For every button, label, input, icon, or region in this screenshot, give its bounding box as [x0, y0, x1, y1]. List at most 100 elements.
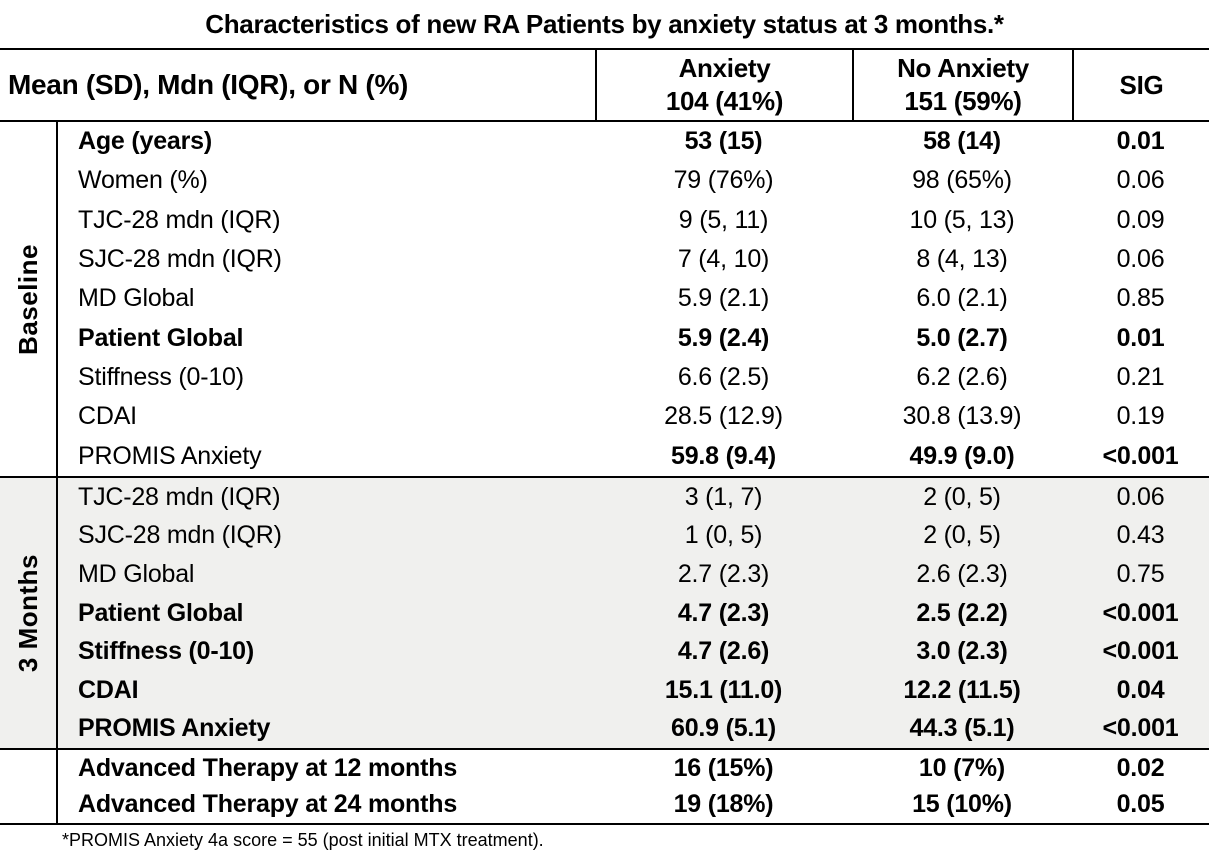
row-label: Women (%): [78, 166, 208, 195]
header-measure-label: Mean (SD), Mdn (IQR), or N (%): [8, 69, 409, 100]
sig-value: 0.01: [1116, 323, 1165, 352]
header-col-no-anxiety: No Anxiety 151 (59%): [852, 50, 1072, 120]
table-body: Baseline Age (years) 53 (15) 58 (14) 0.01 Wom…: [0, 122, 1209, 825]
row-label: MD Global: [78, 284, 195, 313]
sig-value: <0.001: [1102, 441, 1179, 470]
sig-value: 0.06: [1116, 166, 1165, 195]
sig-value: 0.43: [1116, 521, 1165, 550]
row-label: CDAI: [78, 402, 137, 431]
row-label: MD Global: [78, 559, 195, 588]
sig-value: <0.001: [1102, 637, 1179, 666]
sig-value: <0.001: [1102, 714, 1179, 743]
sig-value: 0.19: [1116, 402, 1165, 431]
row-label: Age (years): [78, 127, 212, 156]
sig-value: 0.04: [1116, 675, 1165, 704]
table-row: SJC-28 mdn (IQR) 7 (4, 10) 8 (4, 13) 0.06: [58, 240, 1209, 279]
section-baseline: Baseline Age (years) 53 (15) 58 (14) 0.01 Wom…: [0, 122, 1209, 478]
table-row: TJC-28 mdn (IQR) 3 (1, 7) 2 (0, 5) 0.06: [58, 478, 1209, 517]
table-footnote: *PROMIS Anxiety 4a score = 55 (post init…: [62, 830, 544, 850]
no-anxiety-value: 5.0 (2.7): [916, 323, 1008, 352]
anxiety-value: 9 (5, 11): [678, 205, 769, 234]
sig-value: <0.001: [1102, 598, 1179, 627]
anxiety-value: 53 (15): [684, 127, 763, 156]
sig-value: 0.75: [1116, 559, 1165, 588]
section-side-label-text: Baseline: [12, 243, 43, 355]
anxiety-value: 19 (18%): [673, 790, 774, 819]
anxiety-value: 60.9 (5.1): [670, 714, 776, 743]
table-row: Women (%) 79 (76%) 98 (65%) 0.06: [58, 161, 1209, 200]
no-anxiety-value: 44.3 (5.1): [909, 714, 1015, 743]
anxiety-value: 4.7 (2.3): [677, 598, 770, 627]
no-anxiety-value: 3.0 (2.3): [916, 637, 1008, 666]
anxiety-value: 4.7 (2.6): [677, 637, 770, 666]
table-row: Advanced Therapy at 12 months 16 (15%) 10 …: [58, 750, 1209, 787]
no-anxiety-value: 15 (10%): [912, 790, 1012, 819]
no-anxiety-value: 98 (65%): [912, 166, 1012, 195]
no-anxiety-value: 6.2 (2.6): [916, 363, 1008, 392]
anxiety-value: 5.9 (2.1): [677, 284, 770, 313]
no-anxiety-value: 58 (14): [923, 127, 1001, 156]
row-label: Advanced Therapy at 12 months: [78, 753, 458, 782]
no-anxiety-value: 10 (5, 13): [909, 205, 1015, 234]
anxiety-value: 7 (4, 10): [677, 245, 770, 274]
no-anxiety-value: 2.6 (2.3): [916, 559, 1008, 588]
table-header-row: Mean (SD), Mdn (IQR), or N (%) Anxiety 1…: [0, 48, 1209, 122]
header-no-anxiety-count: 151 (59%): [904, 86, 1022, 116]
table-row: Age (years) 53 (15) 58 (14) 0.01: [58, 122, 1209, 161]
row-label: Stiffness (0-10): [78, 363, 244, 392]
section-side-label-text: 3 Months: [12, 553, 43, 673]
table-row: Stiffness (0-10) 6.6 (2.5) 6.2 (2.6) 0.21: [58, 358, 1209, 397]
section-advanced-therapy: Advanced Therapy at 12 months 16 (15%) 10 …: [0, 750, 1209, 825]
row-label: PROMIS Anxiety: [78, 441, 262, 470]
row-label: Advanced Therapy at 24 months: [78, 790, 458, 819]
header-no-anxiety-title: No Anxiety: [897, 53, 1029, 83]
row-label: CDAI: [78, 675, 139, 704]
sig-value: 0.85: [1116, 284, 1165, 313]
table-row: TJC-28 mdn (IQR) 9 (5, 11) 10 (5, 13) 0.09: [58, 201, 1209, 240]
anxiety-value: 2.7 (2.3): [677, 559, 770, 588]
sig-value: 0.09: [1116, 205, 1165, 234]
table-row: Stiffness (0-10) 4.7 (2.6) 3.0 (2.3) <0.001: [58, 632, 1209, 671]
section-side-label-baseline: Baseline: [0, 122, 58, 476]
row-label: Patient Global: [78, 323, 244, 352]
header-anxiety-title: Anxiety: [678, 53, 771, 83]
header-sig-title: SIG: [1119, 69, 1164, 100]
anxiety-value: 59.8 (9.4): [670, 441, 776, 470]
table-row: PROMIS Anxiety 60.9 (5.1) 44.3 (5.1) <0.001: [58, 709, 1209, 748]
anxiety-value: 16 (15%): [673, 753, 774, 782]
section-rows: Advanced Therapy at 12 months 16 (15%) 10 …: [58, 750, 1209, 823]
sig-value: 0.05: [1116, 790, 1165, 819]
no-anxiety-value: 2 (0, 5): [923, 521, 1001, 550]
no-anxiety-value: 8 (4, 13): [916, 245, 1008, 274]
table-row: Advanced Therapy at 24 months 19 (18%) 15 …: [58, 787, 1209, 824]
section-side-label-3-months: 3 Months: [0, 478, 58, 748]
no-anxiety-value: 6.0 (2.1): [916, 284, 1008, 313]
anxiety-value: 15.1 (11.0): [664, 675, 783, 704]
sig-value: 0.06: [1116, 245, 1165, 274]
anxiety-value: 79 (76%): [673, 166, 774, 195]
row-label: TJC-28 mdn (IQR): [78, 205, 281, 234]
anxiety-value: 1 (0, 5): [684, 521, 763, 550]
sig-value: 0.06: [1116, 482, 1165, 511]
header-anxiety-count: 104 (41%): [665, 86, 784, 116]
table-row: PROMIS Anxiety 59.8 (9.4) 49.9 (9.0) <0.001: [58, 437, 1209, 476]
header-col-sig: SIG: [1072, 50, 1209, 120]
table-row: Patient Global 5.9 (2.4) 5.0 (2.7) 0.01: [58, 319, 1209, 358]
table-row: CDAI 15.1 (11.0) 12.2 (11.5) 0.04: [58, 671, 1209, 710]
table-row: MD Global 2.7 (2.3) 2.6 (2.3) 0.75: [58, 555, 1209, 594]
row-label: PROMIS Anxiety: [78, 714, 271, 743]
row-label: SJC-28 mdn (IQR): [78, 245, 282, 274]
row-label: Stiffness (0-10): [78, 637, 255, 666]
no-anxiety-value: 2.5 (2.2): [916, 598, 1008, 627]
anxiety-value: 28.5 (12.9): [664, 402, 783, 431]
row-label: SJC-28 mdn (IQR): [78, 521, 282, 550]
section-side-label-advanced-therapy: [0, 750, 58, 823]
no-anxiety-value: 2 (0, 5): [923, 482, 1001, 511]
table-row: SJC-28 mdn (IQR) 1 (0, 5) 2 (0, 5) 0.43: [58, 517, 1209, 556]
row-label: Patient Global: [78, 598, 244, 627]
sig-value: 0.02: [1116, 753, 1165, 782]
no-anxiety-value: 10 (7%): [918, 753, 1006, 782]
no-anxiety-value: 30.8 (13.9): [902, 402, 1022, 431]
no-anxiety-value: 49.9 (9.0): [909, 441, 1015, 470]
anxiety-value: 5.9 (2.4): [677, 323, 770, 352]
